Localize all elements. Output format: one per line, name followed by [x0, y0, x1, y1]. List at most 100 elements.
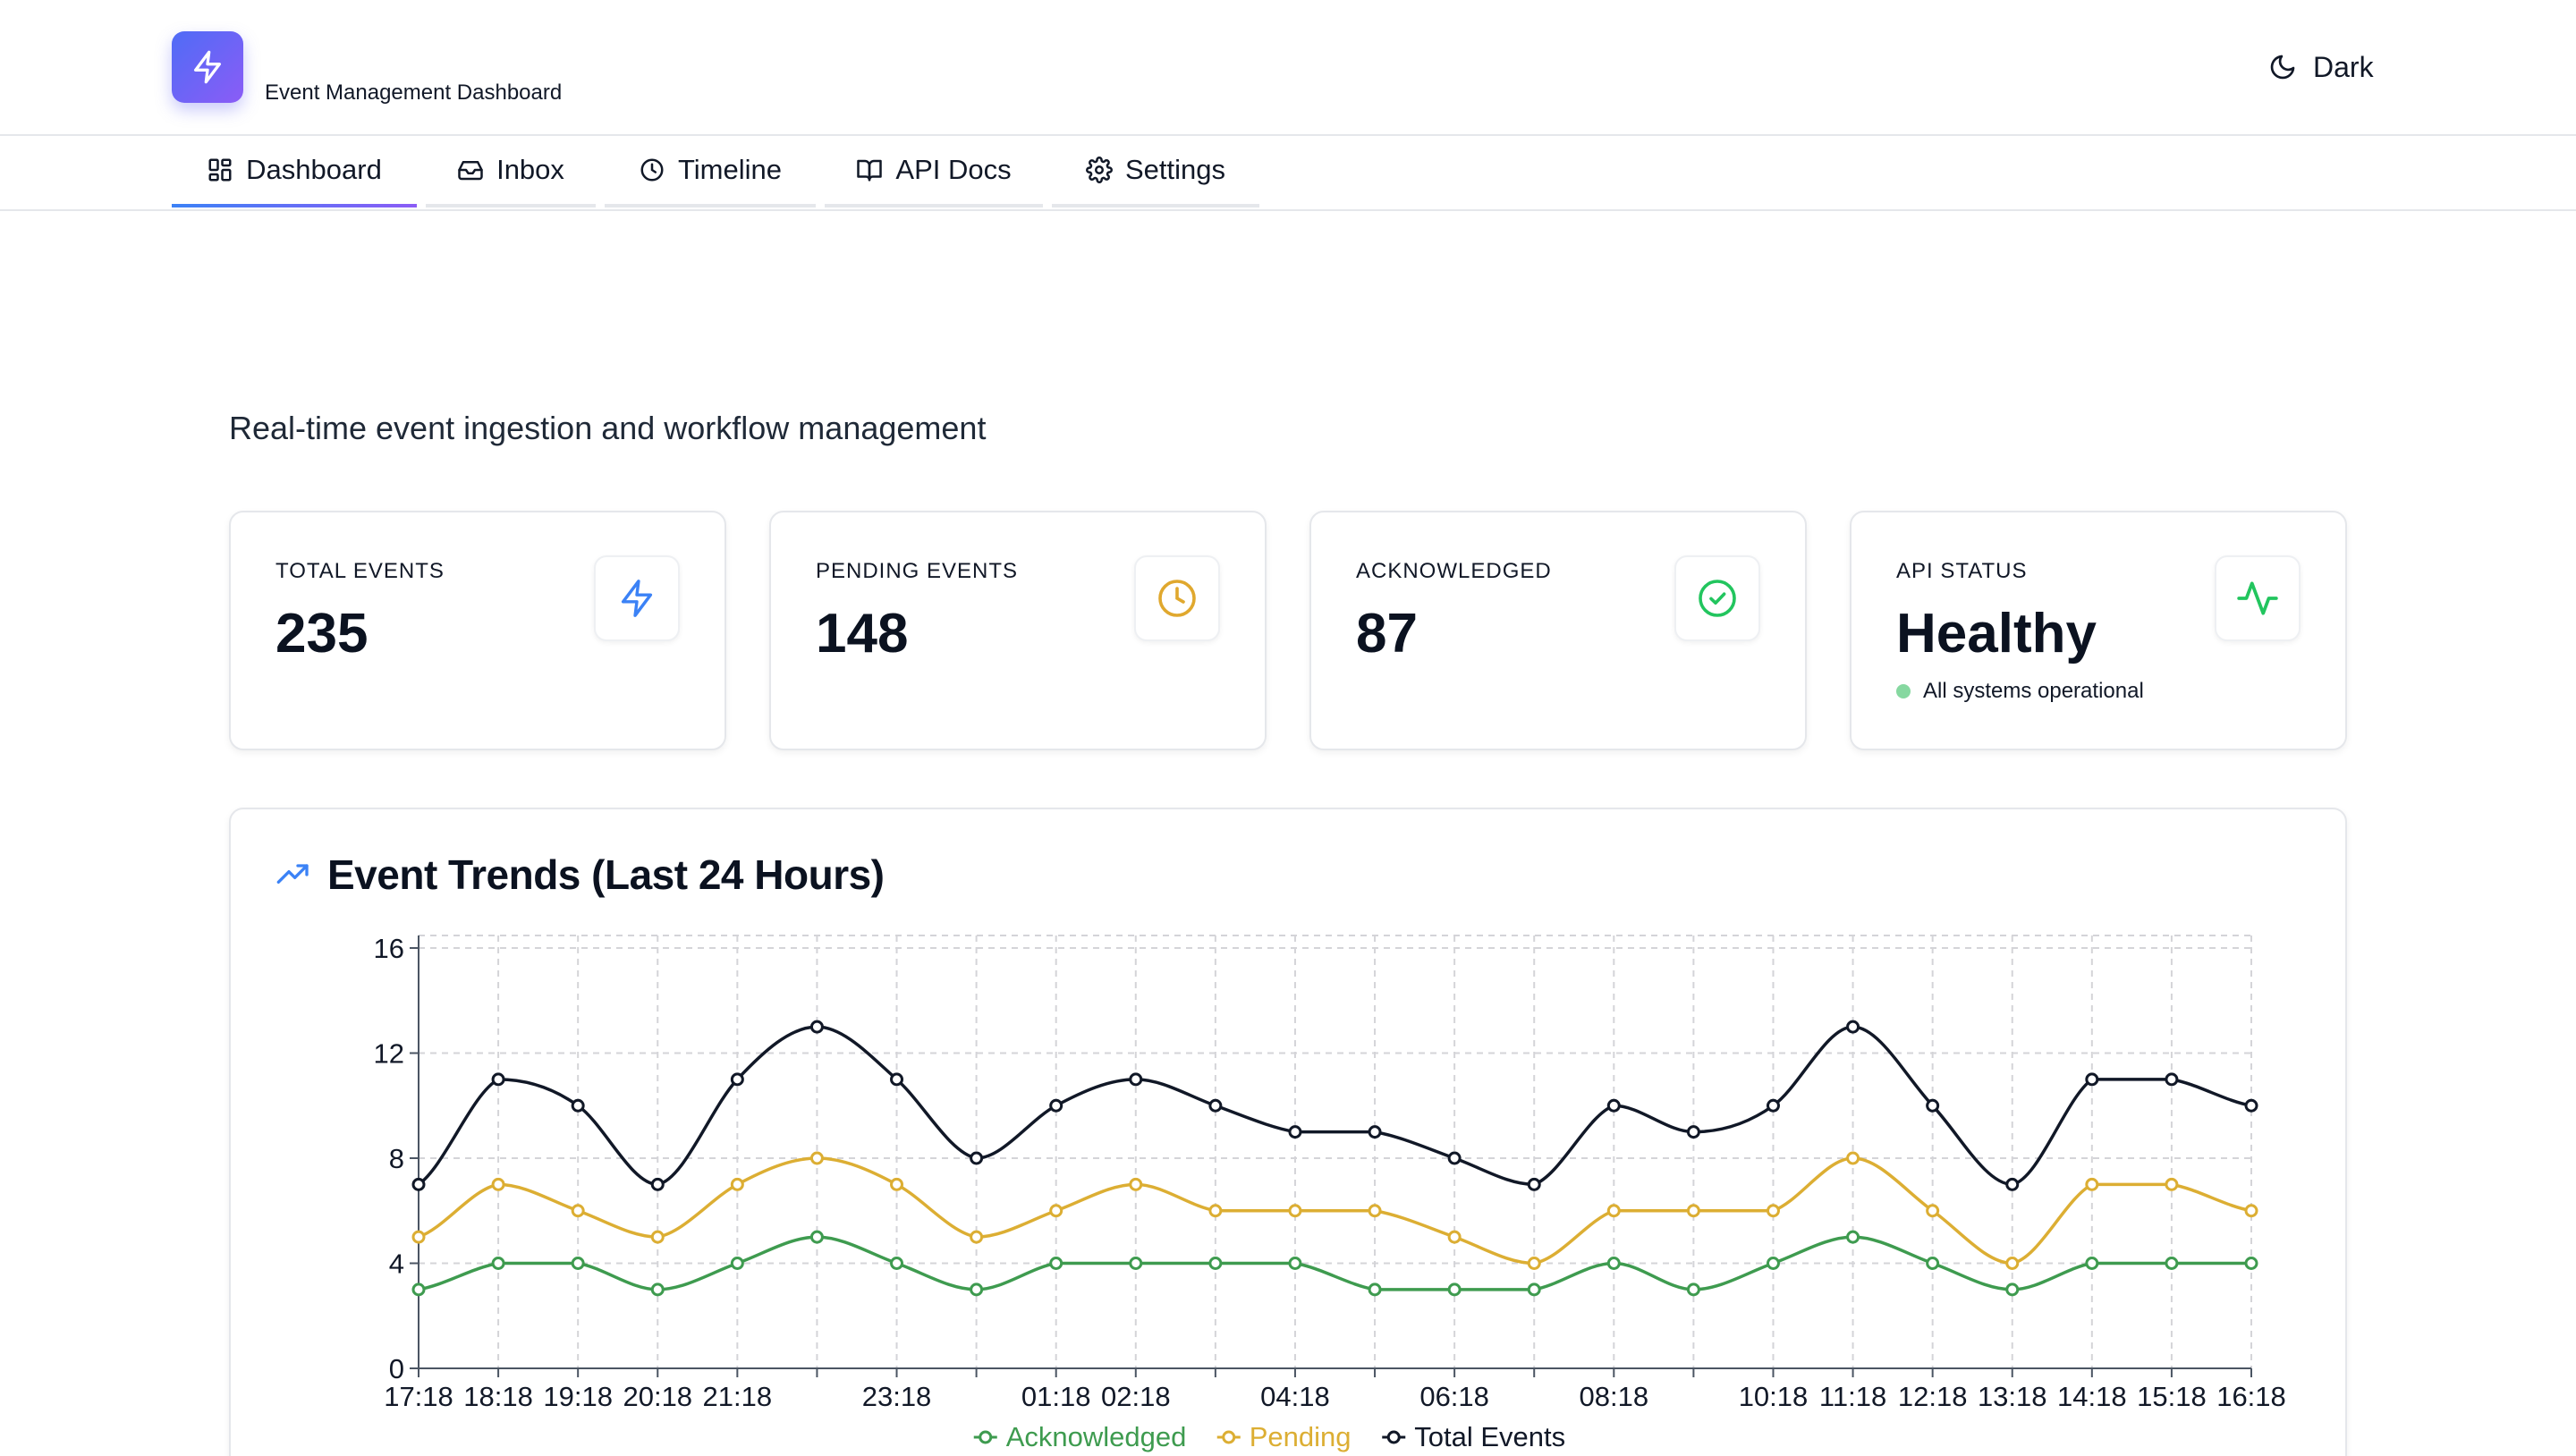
api-status-text: All systems operational — [1923, 679, 2144, 703]
stat-icon-box — [594, 555, 680, 641]
data-point-acknowledged — [1846, 1230, 1860, 1244]
page-subtitle: Real-time event ingestion and workflow m… — [229, 410, 987, 446]
stat-value: 87 — [1356, 603, 1418, 665]
legend-marker-pending — [1222, 1430, 1236, 1444]
x-tick-label: 17:18 — [384, 1381, 453, 1412]
data-point-pending — [1129, 1177, 1143, 1191]
x-tick-label: 12:18 — [1898, 1381, 1968, 1412]
legend-marker-acknowledged — [979, 1430, 993, 1444]
data-point-pending — [1926, 1204, 1940, 1218]
data-point-pending — [2165, 1177, 2179, 1191]
data-point-total-events — [1846, 1020, 1860, 1034]
stat-icon-box — [2215, 555, 2301, 641]
data-point-acknowledged — [730, 1257, 744, 1270]
event-trends-chart: 0 4 8 12 16 17:18 18:18 19:18 20:18 21:18 23:18 01:… — [374, 933, 2286, 1452]
tab-dashboard[interactable]: Dashboard — [172, 136, 417, 207]
data-point-total-events — [1447, 1151, 1462, 1165]
data-point-acknowledged — [411, 1282, 426, 1297]
data-point-pending — [1288, 1204, 1302, 1218]
tab-inbox[interactable]: Inbox — [426, 136, 596, 207]
tab-settings[interactable]: Settings — [1052, 136, 1259, 207]
stat-card-pending-events: PENDING EVENTS 148 — [769, 511, 1267, 750]
activity-icon — [2237, 581, 2278, 615]
legend-label-acknowledged: Acknowledged — [1006, 1421, 1187, 1452]
data-point-pending — [2005, 1257, 2020, 1270]
x-tick-label: 18:18 — [463, 1381, 533, 1412]
legend-label-total-events: Total Events — [1414, 1421, 1565, 1452]
app-title: Event Management Dashboard — [265, 80, 563, 105]
data-point-total-events — [1926, 1098, 1940, 1113]
data-point-pending — [730, 1177, 744, 1191]
bolt-icon — [194, 50, 221, 84]
trending-up-icon — [276, 864, 309, 884]
stat-card-api-status: API STATUS Healthy All systems operation… — [1850, 511, 2347, 750]
data-point-pending — [1766, 1204, 1780, 1218]
x-tick-label: 01:18 — [1021, 1381, 1091, 1412]
inbox-icon — [458, 161, 483, 181]
x-tick-label: 14:18 — [2057, 1381, 2127, 1412]
theme-toggle-label: Dark — [2313, 50, 2374, 83]
data-point-total-events — [1686, 1125, 1700, 1139]
y-tick-label: 8 — [389, 1143, 404, 1174]
data-point-total-events — [650, 1177, 665, 1191]
data-point-acknowledged — [1686, 1282, 1700, 1297]
data-point-acknowledged — [890, 1257, 904, 1270]
data-point-pending — [650, 1230, 665, 1244]
data-point-acknowledged — [970, 1282, 984, 1297]
clock-icon — [640, 158, 664, 182]
data-point-acknowledged — [2005, 1282, 2020, 1297]
data-point-pending — [571, 1204, 585, 1218]
data-point-pending — [1368, 1204, 1382, 1218]
data-point-pending — [2244, 1204, 2258, 1218]
data-point-acknowledged — [1368, 1282, 1382, 1297]
x-tick-label: 08:18 — [1580, 1381, 1649, 1412]
tab-label: Timeline — [678, 154, 782, 185]
data-point-acknowledged — [1288, 1257, 1302, 1270]
book-icon — [857, 159, 883, 182]
stat-value: 148 — [816, 603, 909, 665]
app-logo[interactable] — [172, 31, 243, 103]
data-point-acknowledged — [1606, 1257, 1621, 1270]
data-point-acknowledged — [1447, 1282, 1462, 1297]
stat-value: Healthy — [1896, 603, 2097, 665]
x-tick-label: 13:18 — [1978, 1381, 2047, 1412]
bolt-icon — [621, 580, 653, 617]
y-tick-label: 12 — [374, 1038, 404, 1070]
data-point-pending — [1686, 1204, 1700, 1218]
x-tick-label: 15:18 — [2137, 1381, 2207, 1412]
x-tick-label: 06:18 — [1419, 1381, 1489, 1412]
data-point-total-events — [730, 1072, 744, 1087]
stat-value: 235 — [275, 603, 369, 665]
data-point-pending — [2085, 1177, 2099, 1191]
x-tick-label: 04:18 — [1260, 1381, 1330, 1412]
tab-timeline[interactable]: Timeline — [605, 136, 816, 207]
y-tick-label: 0 — [389, 1353, 404, 1384]
moon-icon — [2270, 55, 2295, 80]
data-point-total-events — [1766, 1098, 1780, 1113]
data-point-total-events — [1368, 1125, 1382, 1139]
data-point-total-events — [491, 1072, 505, 1087]
status-dot — [1896, 684, 1911, 698]
data-point-acknowledged — [1129, 1257, 1143, 1270]
data-point-total-events — [571, 1098, 585, 1113]
data-point-pending — [809, 1151, 824, 1165]
data-point-acknowledged — [491, 1257, 505, 1270]
theme-toggle-button[interactable]: Dark — [2268, 45, 2374, 89]
stat-label: API STATUS — [1896, 559, 2028, 583]
chart-title: Event Trends (Last 24 Hours) — [275, 851, 885, 899]
dashboard-grid-icon — [208, 158, 232, 182]
x-tick-label: 21:18 — [703, 1381, 773, 1412]
x-tick-label: 20:18 — [623, 1381, 692, 1412]
chart-title-text: Event Trends (Last 24 Hours) — [327, 851, 885, 898]
tab-api-docs[interactable]: API Docs — [825, 136, 1043, 207]
data-point-total-events — [1129, 1072, 1143, 1087]
data-point-pending — [890, 1177, 904, 1191]
tab-label: Settings — [1124, 154, 1225, 185]
stat-icon-box — [1134, 555, 1220, 641]
data-point-acknowledged — [2244, 1257, 2258, 1270]
data-point-acknowledged — [809, 1230, 824, 1244]
data-point-pending — [1208, 1204, 1223, 1218]
legend-marker-total-events — [1386, 1430, 1401, 1444]
tab-label: Inbox — [496, 154, 564, 185]
event-trends-card: Event Trends (Last 24 Hours) 0 4 8 12 16 17:1… — [229, 808, 2347, 1456]
